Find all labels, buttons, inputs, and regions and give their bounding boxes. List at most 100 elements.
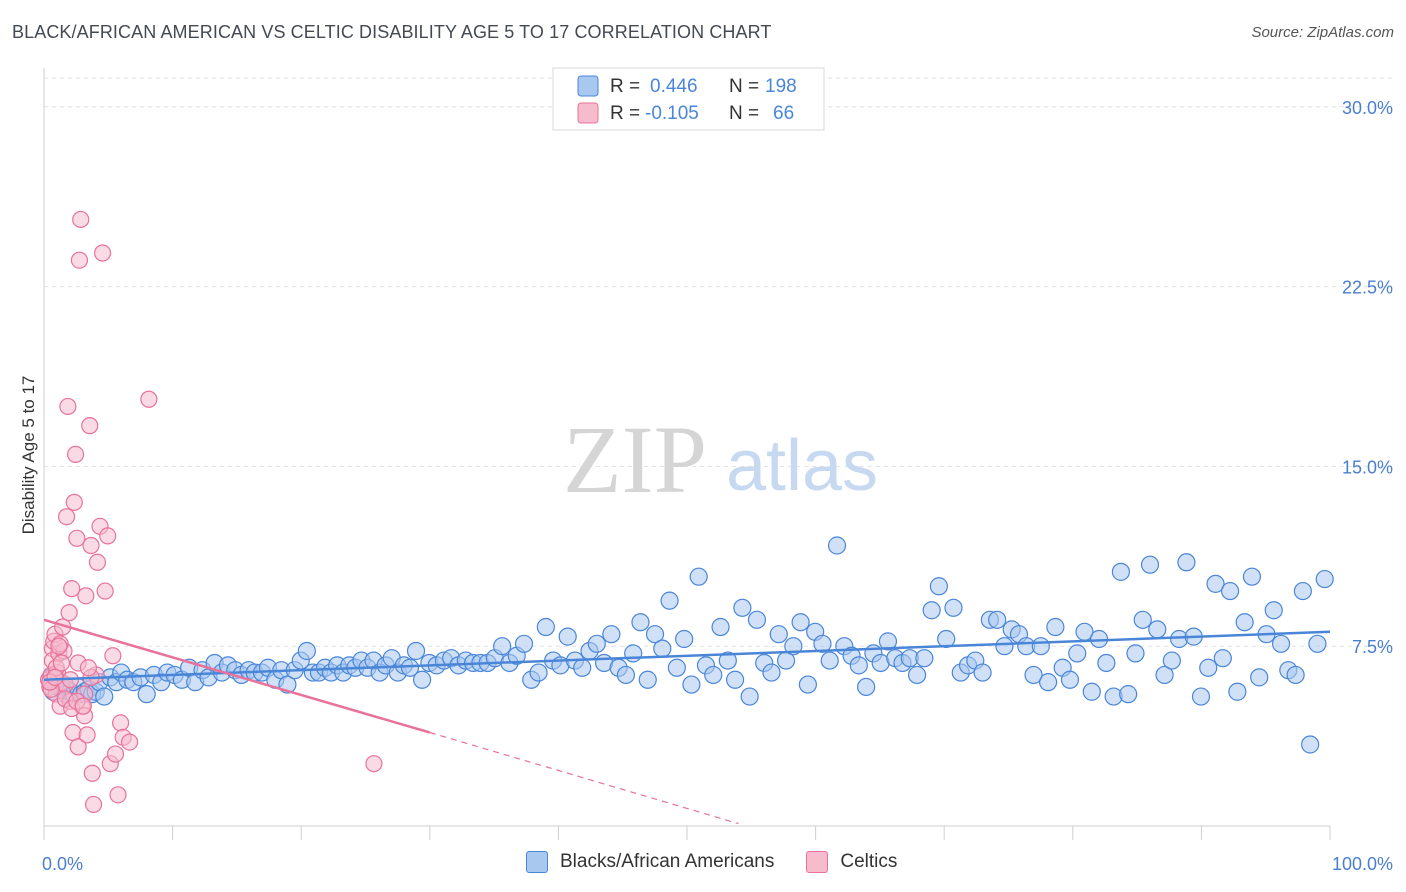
data-point-blacks	[95, 687, 114, 706]
legend-n-label: N =	[729, 76, 759, 97]
legend-label-blacks: Blacks/African Americans	[560, 851, 775, 872]
data-point-blacks	[536, 617, 555, 637]
data-point-celtics	[365, 755, 383, 773]
data-point-blacks	[1162, 651, 1181, 670]
data-point-celtics	[66, 445, 85, 463]
data-point-blacks	[704, 665, 723, 685]
data-point-celtics	[96, 582, 114, 600]
x-tick-label: 100.0%	[1332, 854, 1393, 874]
data-point-blacks	[973, 663, 992, 682]
legend-r-value: -0.105	[645, 103, 699, 124]
legend-swatch-celtics	[806, 851, 829, 873]
data-point-celtics	[120, 733, 139, 751]
data-point-blacks	[827, 536, 847, 555]
series-celtics-points	[39, 210, 383, 814]
data-point-blacks	[1177, 553, 1196, 572]
data-point-blacks	[907, 665, 927, 685]
y-tick-label: 22.5%	[1342, 278, 1393, 298]
data-point-blacks	[660, 591, 679, 610]
data-point-celtics	[65, 493, 83, 511]
legend-r-label: R =	[610, 76, 640, 97]
data-point-celtics	[57, 508, 76, 526]
data-point-blacks	[1082, 682, 1101, 701]
data-point-blacks	[1228, 682, 1247, 701]
data-point-blacks	[995, 637, 1014, 656]
series-blacks-points	[41, 536, 1334, 754]
data-point-blacks	[1250, 668, 1269, 687]
data-point-blacks	[1220, 581, 1240, 601]
data-point-celtics	[64, 723, 82, 742]
data-point-blacks	[638, 670, 657, 689]
data-point-blacks	[1039, 673, 1058, 692]
data-point-blacks	[1068, 644, 1087, 663]
data-point-celtics	[69, 738, 87, 756]
data-point-blacks	[645, 625, 665, 644]
data-point-blacks	[740, 687, 759, 706]
data-point-blacks	[406, 641, 426, 661]
data-point-blacks	[616, 665, 636, 685]
data-point-blacks	[915, 649, 934, 668]
axes	[43, 68, 1331, 840]
watermark-zip: ZIP	[563, 406, 707, 513]
data-point-blacks	[137, 685, 156, 704]
data-point-blacks	[791, 613, 810, 632]
data-point-blacks	[1271, 634, 1291, 653]
legend-item-celtics[interactable]: Celtics	[806, 851, 897, 873]
data-point-blacks	[1301, 735, 1320, 754]
data-point-blacks	[1308, 634, 1327, 653]
data-point-blacks	[682, 675, 701, 694]
data-point-celtics	[46, 668, 64, 686]
data-point-celtics	[59, 397, 77, 416]
data-point-blacks	[1126, 644, 1145, 663]
data-point-blacks	[929, 577, 949, 596]
data-point-blacks	[1133, 610, 1152, 629]
legend-label-celtics: Celtics	[840, 851, 898, 872]
data-point-blacks	[1148, 620, 1167, 639]
data-point-blacks	[529, 663, 548, 682]
data-point-blacks	[689, 567, 708, 586]
data-point-blacks	[587, 634, 606, 653]
data-point-blacks	[878, 632, 898, 651]
data-point-blacks	[412, 670, 432, 689]
data-point-celtics	[77, 587, 95, 605]
data-point-blacks	[726, 670, 745, 689]
legend-r-label: R =	[610, 103, 640, 124]
trend-lines	[43, 618, 1331, 825]
data-point-blacks	[988, 610, 1007, 629]
data-point-blacks	[798, 675, 817, 694]
data-point-blacks	[573, 658, 592, 677]
data-point-blacks	[937, 629, 956, 649]
chart-title: BLACK/AFRICAN AMERICAN VS CELTIC DISABIL…	[12, 22, 772, 42]
data-point-celtics	[72, 210, 90, 229]
data-point-blacks	[922, 601, 941, 620]
data-point-blacks	[1264, 601, 1283, 620]
data-point-celtics	[68, 529, 86, 547]
trend-line-celtics	[43, 618, 431, 734]
data-point-celtics	[60, 604, 78, 622]
data-point-celtics	[74, 697, 92, 715]
legend-item-blacks[interactable]: Blacks/African Americans	[526, 851, 774, 873]
data-point-blacks	[1031, 637, 1050, 656]
data-point-blacks	[653, 639, 672, 658]
data-point-celtics	[82, 536, 100, 555]
data-point-blacks	[514, 634, 534, 653]
data-point-blacks	[400, 658, 420, 677]
data-point-blacks	[1286, 665, 1305, 685]
data-point-blacks	[1024, 665, 1043, 685]
data-point-blacks	[1235, 613, 1254, 632]
data-point-celtics	[78, 726, 96, 744]
correlation-legend: R = 0.446 N = 198 R = -0.105 N = 66	[552, 67, 825, 131]
data-point-celtics	[93, 244, 112, 262]
data-point-blacks	[1213, 649, 1232, 668]
y-axis-label: Disability Age 5 to 17	[19, 376, 38, 535]
data-point-blacks	[1242, 567, 1262, 586]
data-point-blacks	[813, 634, 832, 653]
legend-n-value: 66	[773, 103, 794, 124]
y-tick-labels: 7.5% 15.0% 22.5% 30.0%	[1342, 98, 1393, 657]
data-point-blacks	[718, 651, 737, 670]
data-point-celtics	[109, 786, 127, 804]
data-point-blacks	[558, 627, 577, 646]
x-tick-label: 0.0%	[42, 854, 83, 874]
legend-r-value: 0.446	[650, 76, 698, 97]
